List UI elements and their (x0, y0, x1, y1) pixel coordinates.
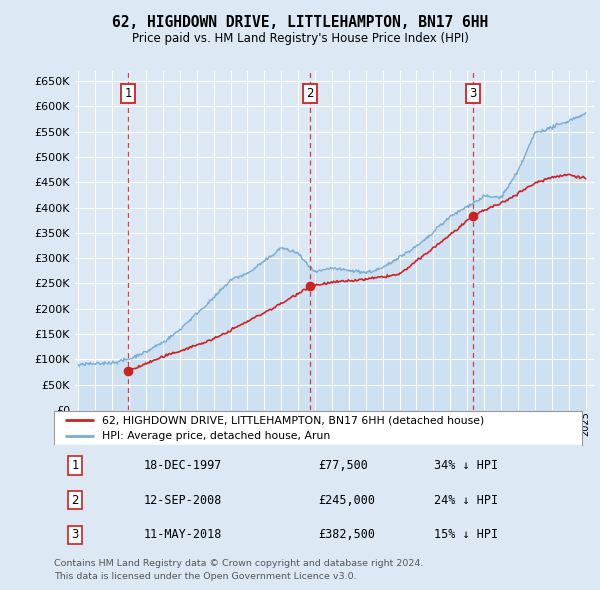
Text: 3: 3 (71, 529, 79, 542)
Text: 62, HIGHDOWN DRIVE, LITTLEHAMPTON, BN17 6HH (detached house): 62, HIGHDOWN DRIVE, LITTLEHAMPTON, BN17 … (101, 415, 484, 425)
Text: 1: 1 (71, 458, 79, 471)
Text: 2: 2 (306, 87, 314, 100)
Text: 2: 2 (71, 493, 79, 507)
Text: 34% ↓ HPI: 34% ↓ HPI (434, 458, 498, 471)
Text: £245,000: £245,000 (318, 493, 375, 507)
Text: 11-MAY-2018: 11-MAY-2018 (144, 529, 222, 542)
Text: 62, HIGHDOWN DRIVE, LITTLEHAMPTON, BN17 6HH: 62, HIGHDOWN DRIVE, LITTLEHAMPTON, BN17 … (112, 15, 488, 30)
Text: HPI: Average price, detached house, Arun: HPI: Average price, detached house, Arun (101, 431, 330, 441)
Text: This data is licensed under the Open Government Licence v3.0.: This data is licensed under the Open Gov… (54, 572, 356, 581)
Text: 18-DEC-1997: 18-DEC-1997 (144, 458, 222, 471)
Text: 24% ↓ HPI: 24% ↓ HPI (434, 493, 498, 507)
Text: Price paid vs. HM Land Registry's House Price Index (HPI): Price paid vs. HM Land Registry's House … (131, 32, 469, 45)
Text: 3: 3 (470, 87, 477, 100)
Text: 1: 1 (125, 87, 132, 100)
Text: 15% ↓ HPI: 15% ↓ HPI (434, 529, 498, 542)
Text: Contains HM Land Registry data © Crown copyright and database right 2024.: Contains HM Land Registry data © Crown c… (54, 559, 424, 568)
Text: £382,500: £382,500 (318, 529, 375, 542)
Text: 12-SEP-2008: 12-SEP-2008 (144, 493, 222, 507)
Text: £77,500: £77,500 (318, 458, 368, 471)
